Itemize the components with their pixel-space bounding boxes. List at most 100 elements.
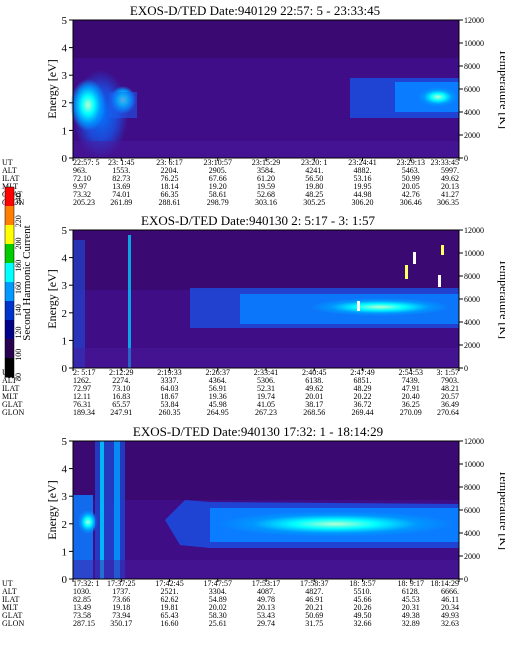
- row-label: GLAT: [2, 611, 23, 620]
- table-cell: 298.79: [207, 198, 229, 207]
- table-cell: 1737.: [112, 587, 130, 596]
- table-cell: 3584.: [257, 166, 275, 175]
- y-tick-label: 2: [62, 98, 68, 110]
- table-cell: 73.32: [73, 190, 91, 199]
- y2-tick-label: 0: [464, 364, 468, 373]
- table-cell: 20.57: [441, 392, 459, 401]
- table-cell: 3304.: [209, 587, 227, 596]
- table-cell: 20.02: [209, 603, 227, 612]
- table-cell: 23:29:13: [397, 158, 425, 167]
- table-cell: 7903.: [441, 376, 459, 385]
- row-label: GLON: [2, 619, 24, 628]
- table-cell: 17:53:17: [252, 579, 280, 588]
- table-cell: 4882.: [354, 166, 372, 175]
- table-cell: 12.11: [73, 392, 91, 401]
- table-cell: 20.13: [257, 603, 275, 612]
- table-cell: 23:20: 1: [301, 158, 327, 167]
- colorbar-swatch: [5, 282, 14, 302]
- table-cell: 72.97: [73, 384, 91, 393]
- table-cell: 2521.: [161, 587, 179, 596]
- table-cell: 6851.: [354, 376, 372, 385]
- panel-title: EXOS-D/TED Date:940129 22:57: 5 - 23:33:…: [130, 3, 380, 18]
- colorbar-tick-label: 200: [14, 238, 23, 250]
- row-label: MLT: [2, 392, 18, 401]
- table-cell: 19.74: [257, 392, 275, 401]
- table-cell: 5997.: [441, 166, 459, 175]
- table-cell: 19.36: [209, 392, 227, 401]
- table-cell: 1262.: [73, 376, 91, 385]
- table-cell: 18:14:29: [431, 579, 459, 588]
- table-cell: 73.66: [112, 595, 130, 604]
- row-label: ILAT: [2, 595, 19, 604]
- y-tick-label: 3: [62, 491, 68, 503]
- table-cell: 13.69: [112, 182, 130, 191]
- table-cell: 1553.: [112, 166, 130, 175]
- left-axis: 0 1 2 3 4 5 0 2000 4000 6000 8000 10000 12000: [62, 436, 485, 586]
- table-cell: 73.94: [112, 611, 130, 620]
- table-cell: 19.81: [161, 603, 179, 612]
- table-cell: 50.69: [305, 611, 323, 620]
- table-cell: 17:42:45: [155, 579, 183, 588]
- table-cell: 4241.: [305, 166, 323, 175]
- table-cell: 3: 1:57: [437, 368, 459, 377]
- table-cell: 267.23: [255, 408, 277, 417]
- table-cell: 2:26:37: [206, 368, 230, 377]
- table-cell: 2204.: [161, 166, 179, 175]
- table-cell: 44.98: [354, 190, 372, 199]
- table-cell: 73.58: [73, 611, 91, 620]
- colorbar-tick-label: 220: [14, 215, 23, 227]
- table-cell: 306.46: [400, 198, 422, 207]
- orbit-table: UTALTILATMLTGLATGLON22:57: 5963.72.109.9…: [2, 158, 460, 207]
- table-cell: 23: 6:17: [156, 158, 182, 167]
- table-cell: 264.95: [207, 408, 229, 417]
- table-cell: 65.57: [112, 400, 130, 409]
- table-cell: 269.44: [352, 408, 374, 417]
- table-cell: 261.89: [110, 198, 132, 207]
- table-cell: 3337.: [161, 376, 179, 385]
- y-tick-label: 2: [62, 519, 68, 531]
- table-cell: 6128.: [402, 587, 420, 596]
- table-cell: 2:33:41: [254, 368, 278, 377]
- colorbar-swatch: [5, 339, 14, 359]
- colorbar-swatch: [5, 320, 14, 340]
- colorbar-tick-label: 140: [14, 304, 23, 316]
- table-cell: 53.43: [257, 611, 275, 620]
- table-cell: 6666.: [441, 587, 459, 596]
- table-cell: 270.64: [437, 408, 459, 417]
- table-cell: 49.78: [257, 595, 275, 604]
- y-axis-label: Energy [eV]: [45, 59, 59, 118]
- table-cell: 82.85: [73, 595, 91, 604]
- table-cell: 62.62: [161, 595, 179, 604]
- table-cell: 5510.: [354, 587, 372, 596]
- y2-tick-label: 10000: [464, 249, 484, 258]
- table-cell: 36.25: [402, 400, 420, 409]
- table-cell: 13.49: [73, 603, 91, 612]
- table-cell: 305.25: [303, 198, 325, 207]
- table-cell: 36.49: [441, 400, 459, 409]
- row-label: MLT: [2, 603, 18, 612]
- table-cell: 73.10: [112, 384, 130, 393]
- table-cell: 23:33:45: [431, 158, 459, 167]
- colorbar-frame: [4, 186, 15, 378]
- table-cell: 4827.: [305, 587, 323, 596]
- colorbar-tick-label: 120: [14, 327, 23, 339]
- table-cell: 29.74: [257, 619, 275, 628]
- table-cell: 23:24:41: [348, 158, 376, 167]
- y2-tick-label: 2000: [464, 131, 480, 140]
- table-cell: 7439.: [402, 376, 420, 385]
- table-cell: 72.10: [73, 174, 91, 183]
- y2-tick-label: 0: [464, 154, 468, 163]
- table-cell: 58.30: [209, 611, 227, 620]
- table-cell: 189.34: [73, 408, 95, 417]
- y2-tick-label: 12000: [464, 16, 484, 25]
- table-cell: 49.38: [402, 611, 420, 620]
- table-cell: 48.25: [305, 190, 323, 199]
- colorbar-swatch: [5, 358, 14, 378]
- y2-tick-label: 8000: [464, 62, 480, 71]
- table-cell: 76.25: [161, 174, 179, 183]
- table-cell: 67.66: [209, 174, 227, 183]
- table-cell: 963.: [73, 166, 87, 175]
- colorbar-tick-label: 160: [14, 282, 23, 294]
- table-cell: 18.14: [161, 182, 179, 191]
- y2-tick-label: 6000: [464, 295, 480, 304]
